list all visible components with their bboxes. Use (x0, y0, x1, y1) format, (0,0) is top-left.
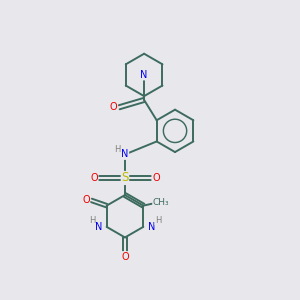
Text: N: N (148, 222, 155, 232)
Text: N: N (140, 70, 148, 80)
Text: O: O (90, 173, 98, 183)
Text: H: H (89, 216, 95, 225)
Text: CH₃: CH₃ (153, 198, 169, 207)
Text: O: O (121, 252, 129, 262)
Text: O: O (110, 102, 118, 112)
Text: O: O (152, 173, 160, 183)
Text: H: H (114, 145, 121, 154)
Text: H: H (155, 216, 161, 225)
Text: S: S (121, 172, 129, 184)
Text: N: N (121, 149, 129, 159)
Text: N: N (95, 222, 102, 232)
Text: O: O (82, 195, 90, 205)
